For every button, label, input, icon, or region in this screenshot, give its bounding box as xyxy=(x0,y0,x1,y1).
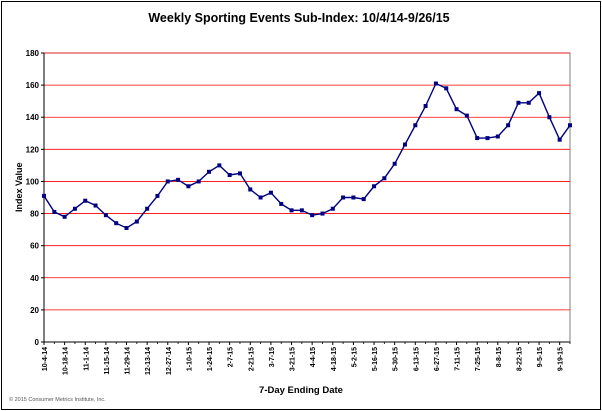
y-tick-label-6: 120 xyxy=(26,145,40,154)
data-point-48 xyxy=(537,91,542,96)
x-tick-label-7: 1-10-15 xyxy=(186,347,193,371)
y-tick-label-9: 180 xyxy=(26,49,40,58)
data-point-24 xyxy=(289,208,294,213)
data-point-0 xyxy=(42,193,46,198)
x-tick-label-16: 5-16-15 xyxy=(372,347,379,371)
data-point-20 xyxy=(248,187,253,192)
data-point-2 xyxy=(62,214,67,219)
data-point-42 xyxy=(475,136,480,141)
data-point-9 xyxy=(134,219,139,224)
y-tick-label-8: 160 xyxy=(26,81,40,90)
x-tick-label-21: 7-25-15 xyxy=(475,347,482,371)
x-tick-label-19: 6-27-15 xyxy=(434,347,441,371)
x-tick-label-18: 6-13-15 xyxy=(413,347,420,371)
data-point-37 xyxy=(423,103,428,108)
x-tick-label-20: 7-11-15 xyxy=(455,347,462,371)
data-point-33 xyxy=(382,176,387,181)
x-tick-label-22: 8-8-15 xyxy=(496,347,503,367)
x-axis-label: 7-Day Ending Date xyxy=(259,385,343,396)
data-point-28 xyxy=(330,206,335,211)
data-point-19 xyxy=(237,171,242,176)
data-point-21 xyxy=(258,195,263,200)
data-point-22 xyxy=(268,190,273,195)
data-point-39 xyxy=(444,86,449,91)
series-line xyxy=(43,82,571,229)
data-point-25 xyxy=(299,208,304,213)
data-point-26 xyxy=(310,213,315,218)
x-tick-label-2: 11-1-14 xyxy=(83,347,90,371)
y-tick-label-4: 80 xyxy=(30,210,39,219)
x-tick-label-10: 2-21-15 xyxy=(248,347,255,371)
data-point-11 xyxy=(155,193,160,198)
x-tick-label-0: 10-4-14 xyxy=(42,347,49,371)
data-point-1 xyxy=(52,209,57,214)
x-tick-label-3: 11-15-14 xyxy=(104,347,111,375)
x-tick-label-17: 5-30-15 xyxy=(393,347,400,371)
data-point-12 xyxy=(165,179,170,184)
data-point-44 xyxy=(495,134,500,139)
data-point-4 xyxy=(83,198,88,203)
y-tick-label-3: 60 xyxy=(30,242,39,251)
data-point-38 xyxy=(433,81,438,86)
data-point-41 xyxy=(464,113,469,118)
data-point-27 xyxy=(320,211,325,216)
data-point-18 xyxy=(227,173,232,178)
chart-title: Weekly Sporting Events Sub-Index: 10/4/1… xyxy=(148,11,450,25)
plot-area xyxy=(43,52,571,343)
data-point-47 xyxy=(526,100,531,105)
y-tick-label-5: 100 xyxy=(26,177,40,186)
data-point-14 xyxy=(186,184,191,189)
data-point-29 xyxy=(341,195,346,200)
data-point-51 xyxy=(568,123,572,128)
data-point-13 xyxy=(176,177,181,182)
x-tick-label-23: 8-22-15 xyxy=(516,347,523,371)
x-tick-label-13: 4-4-15 xyxy=(310,347,317,367)
y-tick-label-7: 140 xyxy=(26,113,40,122)
y-tick-label-1: 20 xyxy=(30,306,39,315)
x-tick-label-15: 5-2-15 xyxy=(351,347,358,367)
data-point-45 xyxy=(506,123,511,128)
data-point-16 xyxy=(207,169,212,174)
copyright-text: © 2015 Consumer Metrics Institute, Inc. xyxy=(9,397,106,403)
data-point-46 xyxy=(516,100,521,105)
data-point-6 xyxy=(103,213,108,218)
data-point-31 xyxy=(361,197,366,202)
data-point-40 xyxy=(454,107,459,112)
data-point-34 xyxy=(392,161,397,166)
x-tick-label-24: 9-5-15 xyxy=(537,347,544,367)
x-tick-label-5: 12-13-14 xyxy=(145,347,152,375)
data-point-17 xyxy=(217,163,222,168)
x-tick-label-9: 2-7-15 xyxy=(228,347,235,367)
data-point-49 xyxy=(547,115,552,120)
data-point-15 xyxy=(196,179,201,184)
data-point-3 xyxy=(72,206,77,211)
x-tick-label-6: 12-27-14 xyxy=(166,347,173,375)
y-tick-label-0: 0 xyxy=(35,338,40,347)
x-tick-label-8: 1-24-15 xyxy=(207,347,214,371)
x-tick-label-14: 4-18-15 xyxy=(331,347,338,371)
data-point-23 xyxy=(279,201,284,206)
data-point-10 xyxy=(145,206,150,211)
data-point-7 xyxy=(114,221,119,226)
data-point-35 xyxy=(402,142,407,147)
data-point-36 xyxy=(413,123,418,128)
data-point-5 xyxy=(93,203,98,208)
y-tick-label-2: 40 xyxy=(30,274,39,283)
data-point-32 xyxy=(372,184,377,189)
data-point-43 xyxy=(485,136,490,141)
data-point-30 xyxy=(351,195,356,200)
x-tick-label-1: 10-18-14 xyxy=(63,347,70,375)
x-tick-label-4: 11-29-14 xyxy=(125,347,132,375)
x-tick-label-12: 3-21-15 xyxy=(290,347,297,371)
data-point-50 xyxy=(557,137,562,142)
data-point-8 xyxy=(124,226,129,231)
x-tick-label-11: 3-7-15 xyxy=(269,347,276,367)
x-tick-label-25: 9-19-15 xyxy=(558,347,565,371)
